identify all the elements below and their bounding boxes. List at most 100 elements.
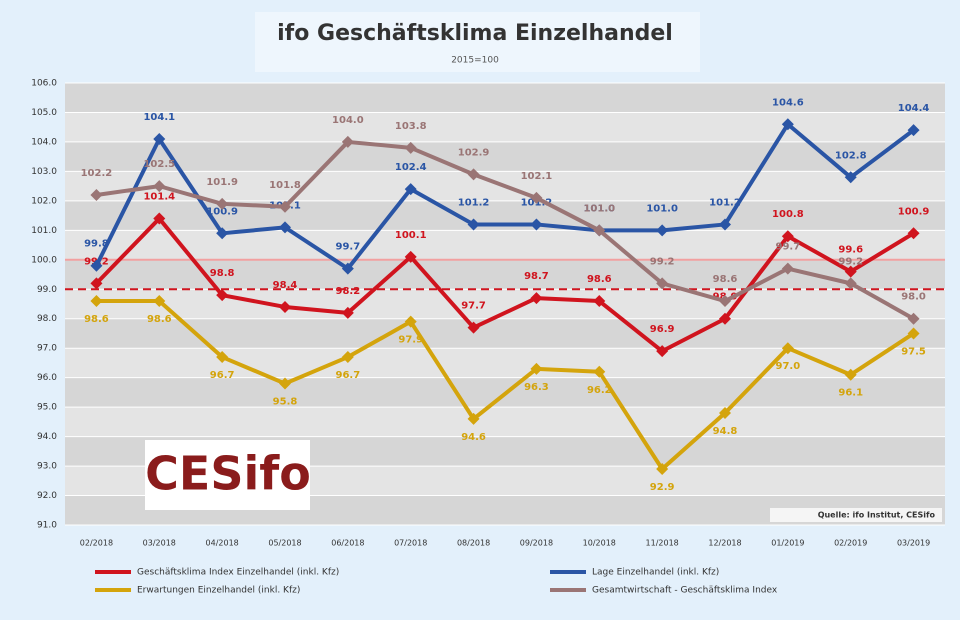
data-label: 104.0 [332,115,364,126]
data-label: 101.2 [709,197,741,208]
data-label: 102.1 [521,171,553,182]
y-tick-label: 98.0 [37,314,57,324]
legend-label: Erwartungen Einzelhandel (inkl. Kfz) [137,586,300,596]
data-label: 102.5 [143,159,175,170]
point-marker [907,124,920,137]
point-marker [467,412,480,425]
point-marker [90,259,103,272]
point-marker [153,212,166,225]
point-marker [719,218,731,231]
point-marker [781,118,794,131]
x-tick-label: 08/2018 [457,539,490,548]
point-marker [279,300,291,313]
point-marker [530,362,543,375]
data-label: 98.7 [524,271,549,282]
point-marker [781,262,794,275]
point-marker [844,171,857,184]
y-tick-label: 99.0 [37,285,57,295]
x-tick-label: 09/2018 [520,539,553,548]
data-label: 96.9 [650,324,675,335]
point-marker [90,277,103,290]
legend-label: Geschäftsklima Index Einzelhandel (inkl.… [137,568,339,578]
point-marker [781,230,794,243]
source-box [770,508,942,522]
y-tick-label: 91.0 [37,521,57,531]
title-box [255,12,700,72]
data-label: 100.9 [898,206,930,217]
logo: CESifo [145,447,311,501]
data-label: 97.5 [901,346,926,357]
data-label: 104.4 [898,103,930,114]
grid-band [65,407,945,437]
series-line [96,139,915,321]
data-label: 96.1 [838,388,863,399]
data-label: 101.0 [583,203,615,214]
data-label: 98.6 [713,274,738,285]
data-label: 102.4 [395,162,427,173]
point-marker [216,227,229,240]
x-tick-label: 04/2018 [206,539,239,548]
data-label: 97.9 [398,335,423,346]
data-label: 99.6 [838,245,863,256]
data-label: 100.1 [395,230,427,241]
point-marker [404,315,417,328]
data-label: 104.6 [772,97,804,108]
data-label: 99.2 [650,256,675,267]
y-tick-label: 95.0 [37,403,57,413]
point-marker [593,224,606,237]
data-label: 101.0 [583,203,615,214]
point-marker [153,180,166,193]
x-tick-label: 05/2018 [268,539,301,548]
point-marker [530,218,543,231]
data-label: 92.9 [650,482,675,493]
y-tick-label: 94.0 [37,432,57,442]
data-label: 95.8 [273,397,298,408]
data-label: 98.4 [273,280,298,291]
point-marker [341,351,354,364]
point-marker [467,168,480,181]
point-marker [404,250,417,263]
chart-subtitle: 2015=100 [451,56,499,66]
point-marker [844,277,857,290]
data-label: 102.8 [835,150,867,161]
x-tick-label: 06/2018 [331,539,364,548]
y-tick-label: 92.0 [37,491,57,501]
point-marker [719,407,731,420]
point-marker [719,295,731,308]
point-marker [844,265,857,278]
logo-box [145,440,310,510]
y-tick-label: 102.0 [31,196,57,206]
data-label: 98.6 [84,314,109,325]
x-tick-label: 02/2018 [80,539,113,548]
data-label: 94.8 [713,426,738,437]
point-marker [404,183,417,196]
data-label: 96.7 [336,370,361,381]
point-marker [341,262,354,275]
data-label: 99.7 [336,242,361,253]
data-label: 97.7 [461,301,486,312]
data-label: 100.8 [772,209,804,220]
source: Quelle: ifo Institut, CESifo [818,511,936,520]
point-marker [404,141,417,154]
y-tick-label: 103.0 [31,167,57,177]
point-marker [656,463,669,476]
chart-title: ifo Geschäftsklima Einzelhandel [277,21,673,46]
data-label: 97.0 [776,361,801,372]
x-tick-label: 02/2019 [834,539,867,548]
point-marker [656,345,669,358]
point-marker [593,365,606,378]
grid-band [65,318,945,349]
point-marker [593,295,606,308]
point-marker [279,377,291,390]
x-tick-label: 11/2018 [646,539,679,548]
data-label: 99.8 [84,239,109,250]
data-label: 101.8 [269,180,301,191]
data-label: 102.2 [81,168,113,179]
point-marker [467,218,480,231]
data-label: 98.2 [336,286,361,297]
point-marker [90,188,103,201]
series-line [96,299,915,472]
grid-band [65,83,945,113]
x-tick-label: 12/2018 [708,539,741,548]
